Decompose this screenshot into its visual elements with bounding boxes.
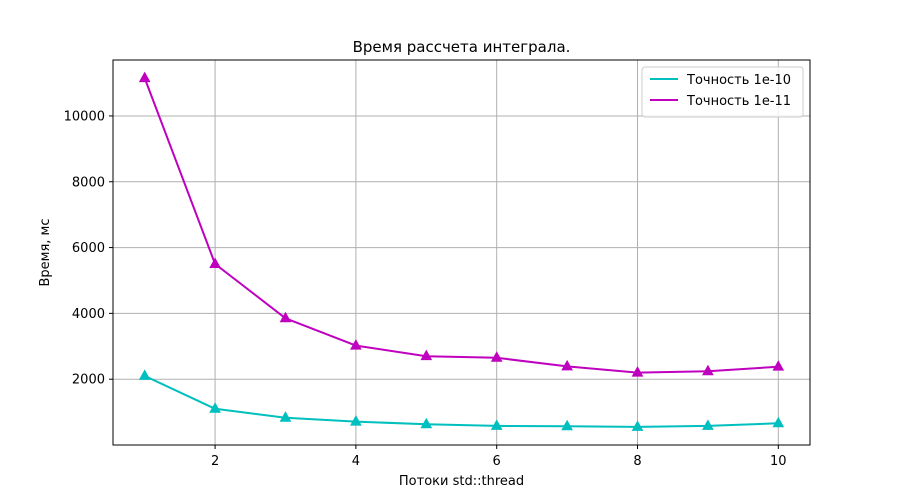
data-point-marker: [772, 416, 785, 428]
data-point-marker: [490, 419, 503, 430]
data-point-marker: [350, 415, 362, 426]
legend-label-precision-1e-10: Точность 1e-10: [686, 73, 791, 88]
legend: Точность 1e-10 Точность 1e-11: [641, 66, 804, 118]
y-tick-label: 2000: [72, 373, 105, 388]
data-point-marker: [702, 364, 714, 376]
data-point-marker: [702, 419, 714, 430]
series-line-0: [144, 374, 779, 428]
data-point-marker: [631, 420, 644, 431]
data-point-marker: [561, 419, 573, 431]
legend-label-precision-1e-11: Точность 1e-11: [686, 94, 791, 109]
y-tick-label: 10000: [64, 109, 105, 124]
x-tick-label: 10: [770, 454, 787, 469]
legend-box: [641, 66, 804, 118]
x-tick-label: 8: [633, 454, 641, 469]
axis-ticks: 2 4 6 8 10 2000 4000 6000 8000 10000: [64, 109, 787, 469]
data-point-marker: [209, 257, 221, 269]
data-point-marker: [772, 360, 785, 371]
data-point-marker: [490, 351, 503, 362]
x-tick-label: 4: [352, 454, 360, 469]
x-tick-label: 2: [211, 454, 219, 469]
y-axis-label: Время, мс: [38, 218, 53, 286]
data-point-marker: [209, 402, 221, 413]
data-point-marker: [279, 311, 292, 323]
data-point-marker: [279, 411, 292, 422]
x-axis-label: Потоки std::thread: [399, 474, 524, 489]
y-tick-label: 4000: [72, 307, 105, 322]
series-group: [138, 71, 785, 431]
plot-area-frame: [112, 59, 811, 446]
data-point-marker: [561, 359, 573, 371]
y-tick-label: 6000: [72, 241, 105, 256]
data-point-marker: [350, 339, 362, 350]
y-tick-label: 8000: [72, 175, 105, 190]
series-line-1: [143, 77, 779, 374]
data-point-marker: [138, 369, 151, 380]
x-tick-label: 6: [493, 454, 501, 469]
data-point-marker: [420, 349, 433, 361]
data-point-marker: [631, 366, 644, 377]
data-point-marker: [420, 417, 433, 429]
data-point-marker: [138, 71, 151, 83]
chart-title: Время рассчета интеграла.: [353, 38, 571, 56]
